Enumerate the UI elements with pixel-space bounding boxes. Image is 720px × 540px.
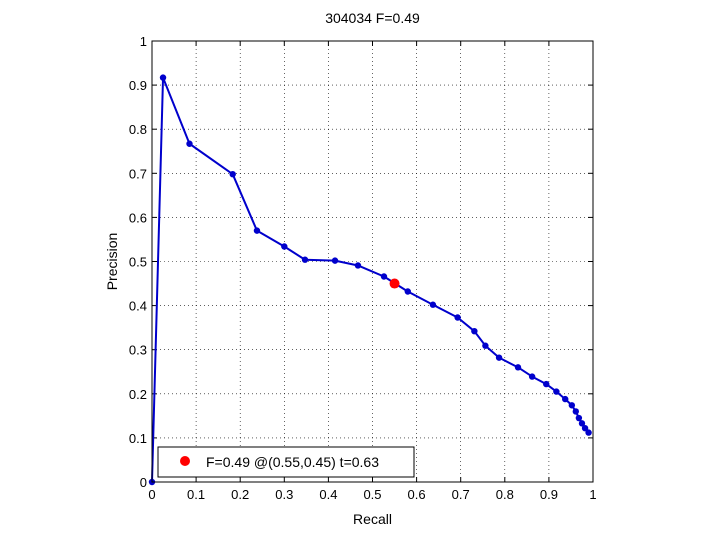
y-tick-label: 0.5 [129, 255, 147, 270]
x-tick-label: 0.1 [187, 487, 205, 502]
y-tick-labels: 0 0.1 0.2 0.3 0.4 0.5 0.6 0.7 0.8 0.9 1 [129, 34, 147, 490]
data-point [301, 256, 309, 263]
x-tick-label: 1 [589, 487, 596, 502]
data-point [253, 227, 261, 234]
legend-entry-text: F=0.49 @(0.55,0.45) t=0.63 [206, 454, 379, 470]
data-point [331, 257, 339, 264]
data-point [380, 273, 388, 280]
x-tick-label: 0.5 [363, 487, 381, 502]
x-tick-label: 0.4 [319, 487, 337, 502]
data-point [553, 388, 560, 395]
x-axis-label: Recall [353, 511, 392, 527]
y-tick-label: 0.8 [129, 122, 147, 137]
highlight-group [389, 278, 400, 289]
chart-title: 304034 F=0.49 [325, 10, 420, 26]
data-point [186, 140, 193, 147]
data-point [514, 364, 522, 371]
x-tick-label: 0 [148, 487, 155, 502]
x-tick-labels: 0 0.1 0.2 0.3 0.4 0.5 0.6 0.7 0.8 0.9 1 [148, 487, 596, 502]
data-point [429, 301, 437, 308]
data-point [568, 402, 576, 409]
data-point [528, 373, 536, 380]
y-tick-label: 0.1 [129, 431, 147, 446]
x-tick-label: 0.6 [408, 487, 426, 502]
x-tick-label: 0.2 [231, 487, 249, 502]
data-point [354, 262, 362, 269]
plot-frame [151, 40, 594, 483]
y-tick-label: 0.6 [129, 210, 147, 225]
grid-lines [152, 41, 593, 482]
data-point [585, 429, 592, 436]
x-tick-label: 0.7 [452, 487, 470, 502]
x-tick-label: 0.8 [496, 487, 514, 502]
y-tick-label: 1 [140, 34, 147, 49]
y-tick-label: 0.4 [129, 299, 147, 314]
data-point [495, 354, 503, 361]
data-point [471, 327, 478, 335]
x-tick-label: 0.3 [275, 487, 293, 502]
y-tick-label: 0 [140, 475, 147, 490]
best-f-marker [389, 278, 400, 289]
legend: F=0.49 @(0.55,0.45) t=0.63 [157, 446, 415, 478]
data-point [543, 380, 550, 388]
series-group [148, 74, 592, 486]
data-point [229, 170, 236, 178]
x-tick-label: 0.9 [540, 487, 558, 502]
y-tick-label: 0.7 [129, 166, 147, 181]
y-tick-label: 0.9 [129, 78, 147, 93]
y-tick-label: 0.2 [129, 387, 147, 402]
data-point [575, 414, 583, 422]
data-point [482, 342, 489, 349]
y-axis-label: Precision [104, 233, 120, 291]
data-point [581, 424, 589, 432]
y-tick-label: 0.3 [129, 343, 147, 358]
data-point [578, 420, 586, 427]
data-point [572, 408, 580, 415]
data-point [454, 314, 461, 321]
data-point [159, 74, 167, 81]
data-point [404, 288, 411, 295]
legend-box [157, 446, 415, 478]
legend-marker [180, 456, 190, 466]
data-point [562, 395, 569, 403]
data-point [281, 243, 288, 250]
